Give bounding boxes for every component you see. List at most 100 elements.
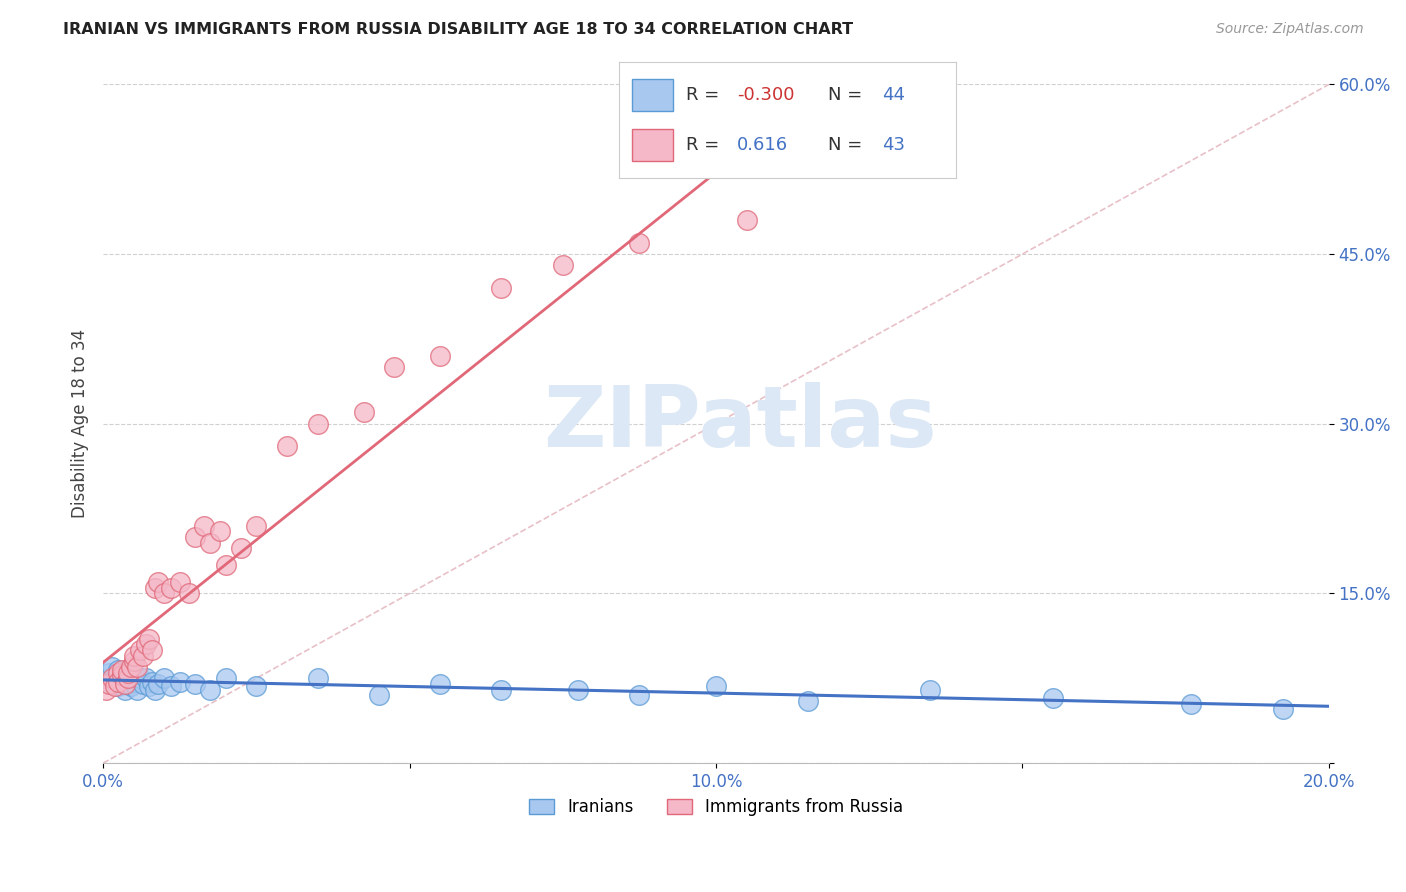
Point — [148, 677, 170, 691]
Point — [797, 694, 820, 708]
Point — [245, 679, 267, 693]
Bar — [633, 78, 672, 112]
Point — [135, 637, 157, 651]
Point — [169, 575, 191, 590]
Point — [628, 235, 651, 250]
Text: ZIPatlas: ZIPatlas — [544, 383, 938, 466]
Point — [159, 581, 181, 595]
Text: -0.300: -0.300 — [737, 86, 794, 103]
Point — [107, 679, 129, 693]
Point — [177, 586, 200, 600]
Point — [110, 674, 132, 689]
Bar — [633, 128, 672, 161]
Point — [429, 349, 451, 363]
Point — [120, 668, 142, 682]
Text: 44: 44 — [882, 86, 905, 103]
Point — [114, 677, 136, 691]
Point — [104, 679, 127, 693]
Point — [122, 665, 145, 680]
Text: Source: ZipAtlas.com: Source: ZipAtlas.com — [1216, 22, 1364, 37]
Point — [110, 664, 132, 678]
Point — [153, 586, 176, 600]
Point — [491, 281, 513, 295]
Point — [491, 682, 513, 697]
Point — [159, 679, 181, 693]
Point — [141, 643, 163, 657]
Point — [117, 677, 139, 691]
Point — [101, 660, 124, 674]
Point — [353, 405, 375, 419]
Point — [125, 660, 148, 674]
Text: 43: 43 — [882, 136, 905, 153]
Point — [132, 677, 155, 691]
Point — [229, 541, 252, 556]
Point — [101, 671, 124, 685]
Point — [98, 665, 121, 680]
Point — [307, 417, 329, 431]
Text: R =: R = — [686, 136, 725, 153]
Point — [735, 213, 758, 227]
Point — [704, 679, 727, 693]
Point — [307, 671, 329, 685]
Point — [153, 671, 176, 685]
Point — [184, 530, 207, 544]
Point — [120, 679, 142, 693]
Point — [367, 688, 389, 702]
Point — [276, 439, 298, 453]
Legend: Iranians, Immigrants from Russia: Iranians, Immigrants from Russia — [522, 791, 910, 822]
Point — [429, 677, 451, 691]
Point — [96, 682, 118, 697]
Point — [98, 677, 121, 691]
Point — [1271, 702, 1294, 716]
Point — [122, 654, 145, 668]
Point — [120, 660, 142, 674]
Point — [114, 682, 136, 697]
Point — [215, 671, 238, 685]
Point — [138, 632, 160, 646]
Point — [107, 674, 129, 689]
Point — [215, 558, 238, 573]
Point — [143, 682, 166, 697]
Point — [567, 682, 589, 697]
Point — [138, 679, 160, 693]
Text: R =: R = — [686, 86, 725, 103]
Point — [96, 671, 118, 685]
Point — [628, 688, 651, 702]
Point — [110, 668, 132, 682]
Point — [129, 671, 152, 685]
Point — [132, 648, 155, 663]
Point — [101, 677, 124, 691]
Point — [107, 665, 129, 680]
Point — [200, 682, 222, 697]
Point — [122, 674, 145, 689]
Point — [382, 360, 405, 375]
Point — [551, 259, 574, 273]
Point — [114, 665, 136, 680]
Text: N =: N = — [828, 136, 868, 153]
Text: IRANIAN VS IMMIGRANTS FROM RUSSIA DISABILITY AGE 18 TO 34 CORRELATION CHART: IRANIAN VS IMMIGRANTS FROM RUSSIA DISABI… — [63, 22, 853, 37]
Point — [1180, 698, 1202, 712]
Point — [135, 671, 157, 685]
Point — [920, 682, 942, 697]
Point — [184, 677, 207, 691]
Point — [107, 664, 129, 678]
Point — [200, 535, 222, 549]
Point — [141, 674, 163, 689]
Point — [125, 682, 148, 697]
Point — [245, 518, 267, 533]
Point — [208, 524, 231, 539]
Point — [104, 671, 127, 685]
Point — [143, 581, 166, 595]
Point — [1042, 690, 1064, 705]
Point — [858, 134, 880, 148]
Point — [117, 671, 139, 685]
Point — [110, 668, 132, 682]
Point — [148, 575, 170, 590]
Point — [117, 671, 139, 685]
Text: 0.616: 0.616 — [737, 136, 787, 153]
Y-axis label: Disability Age 18 to 34: Disability Age 18 to 34 — [72, 329, 89, 518]
Point — [169, 674, 191, 689]
Point — [129, 643, 152, 657]
Point — [122, 648, 145, 663]
Text: N =: N = — [828, 86, 868, 103]
